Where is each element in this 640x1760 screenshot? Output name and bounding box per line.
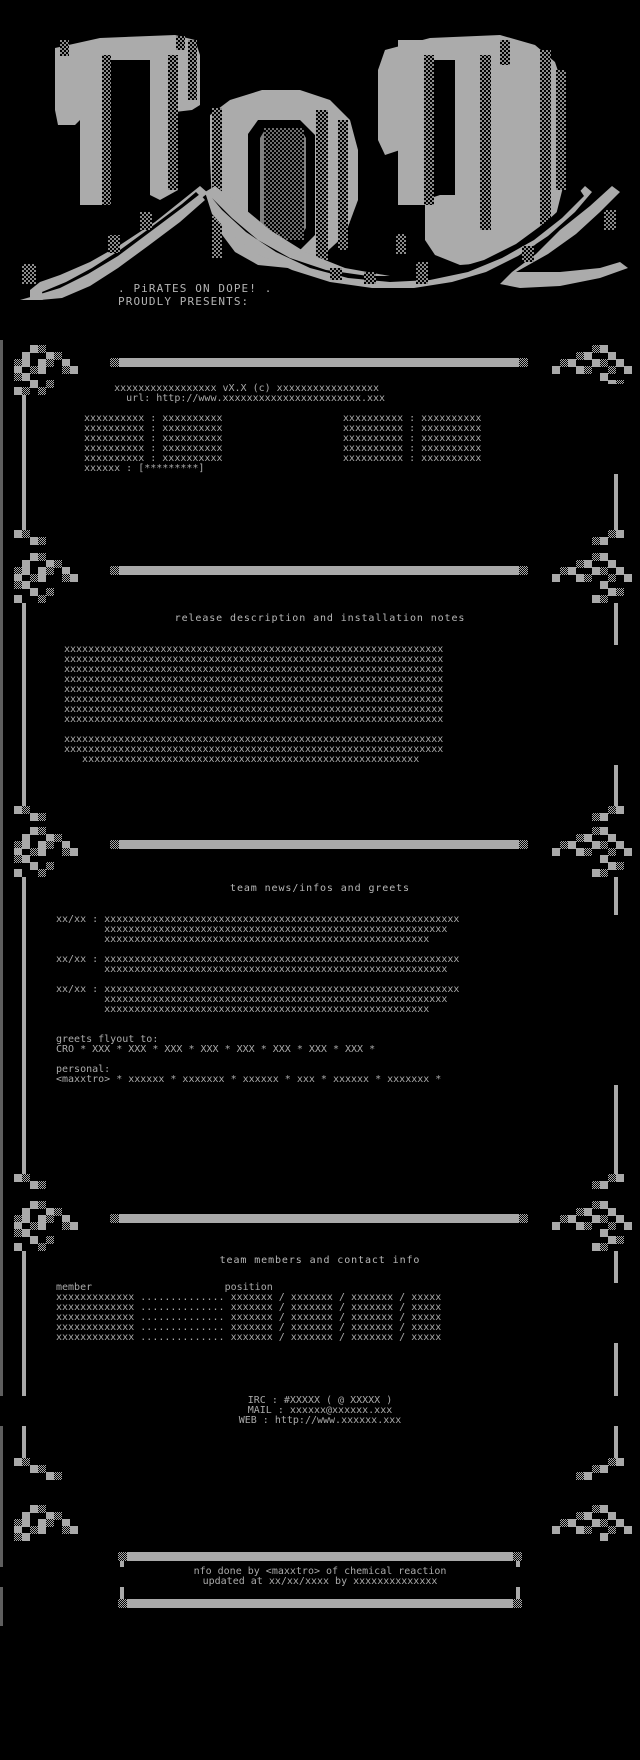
logo-region: . PiRATES ON DOPE! . PROUDLY PRESENTS: — [0, 0, 640, 308]
logo-tagline: . PiRATES ON DOPE! . PROUDLY PRESENTS: — [118, 282, 272, 308]
contact-info: IRC : #XXXXX ( @ XXXXX ) MAIL : xxxxxx@x… — [0, 1396, 640, 1426]
members-heading: team members and contact info — [219, 1255, 421, 1266]
frame-footer — [0, 1500, 640, 1750]
tagline-line-2: PROUDLY PRESENTS: — [118, 295, 250, 308]
news-text: xx/xx : xxxxxxxxxxxxxxxxxxxxxxxxxxxxxxxx… — [56, 915, 640, 1085]
description-text: xxxxxxxxxxxxxxxxxxxxxxxxxxxxxxxxxxxxxxxx… — [64, 645, 640, 765]
members-table: member position xxxxxxxxxxxxx ..........… — [56, 1283, 640, 1343]
description-heading: release description and installation not… — [174, 613, 466, 624]
release-info-text: xxxxxxxxxxxxxxxxx vX.X (c) xxxxxxxxxxxxx… — [78, 384, 640, 474]
footer-text: nfo done by <maxxtro> of chemical reacti… — [0, 1567, 640, 1587]
news-heading: team news/infos and greets — [230, 883, 410, 894]
pod-logo-art — [0, 0, 640, 300]
tagline-line-1: . PiRATES ON DOPE! . — [118, 282, 273, 295]
